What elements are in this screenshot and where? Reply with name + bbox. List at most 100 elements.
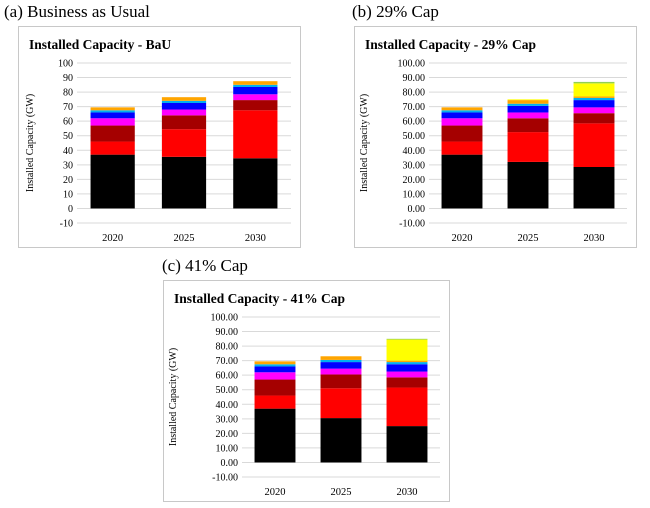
bar-segment <box>573 83 615 97</box>
bar-segment <box>441 125 483 142</box>
bar-segment <box>233 100 278 111</box>
y-tick-label: 60.00 <box>403 117 426 128</box>
bar-segment <box>320 388 362 419</box>
bar-segment <box>161 103 207 110</box>
bar-segment <box>441 141 483 155</box>
bar-segment <box>254 364 296 367</box>
x-tick-label: 2025 <box>331 487 352 498</box>
bar-segment <box>441 110 483 113</box>
bar-segment <box>254 395 296 409</box>
y-tick-label: 50.00 <box>216 385 239 396</box>
y-tick-label: 10.00 <box>403 189 426 200</box>
chart-bau-svg: Installed Capacity - BaU-100102030405060… <box>25 37 291 244</box>
x-tick-label: 2025 <box>518 233 539 244</box>
bar-segment <box>254 366 296 373</box>
bar-segment <box>573 81 615 84</box>
y-tick-label: 50.00 <box>403 131 426 142</box>
bar-segment <box>507 118 549 133</box>
bar-segment <box>573 100 615 108</box>
y-tick-label: 40.00 <box>403 146 426 157</box>
bar-segment <box>573 96 615 98</box>
y-tick-label: 20.00 <box>403 175 426 186</box>
x-tick-label: 2030 <box>245 233 266 244</box>
x-tick-label: 2020 <box>265 487 286 498</box>
chart-41-cap-svg: Installed Capacity - 41% Cap -10.00 0.00 10… <box>168 291 440 498</box>
chart-29-cap: Installed Capacity - 29% Cap -10.00 0.00 10… <box>354 26 637 248</box>
y-tick-label: 30.00 <box>403 160 426 171</box>
x-tick-label: 2025 <box>174 233 195 244</box>
bar-segment <box>254 372 296 380</box>
bar-segment <box>161 129 207 157</box>
bar-segment <box>386 339 428 361</box>
y-tick-label: 100 <box>58 59 73 70</box>
bar-segment <box>386 362 428 365</box>
chart-bau: Installed Capacity - BaU -10 0 10 20 30 40 50 60… <box>18 26 301 248</box>
bar-segment <box>386 371 428 378</box>
y-axis-label: Installed Capacity (GW) <box>25 94 36 192</box>
bar-segment <box>441 107 483 111</box>
x-tick-label: 2020 <box>102 233 123 244</box>
y-tick-label: -10.00 <box>399 219 425 230</box>
bar-segment <box>254 379 296 396</box>
y-tick-label: 60.00 <box>216 371 239 382</box>
bar-segment <box>573 113 615 124</box>
y-tick-label: 10.00 <box>216 443 239 454</box>
y-tick-label: 80.00 <box>403 88 426 99</box>
bar-segment <box>233 81 278 85</box>
bar-segment <box>441 112 483 119</box>
bar-segment <box>573 97 615 101</box>
bar-segment <box>254 361 296 365</box>
bar-segment <box>386 360 428 363</box>
bar-segment <box>507 100 549 104</box>
y-tick-label: 90.00 <box>216 327 239 338</box>
bar-segment <box>254 408 296 463</box>
bar-segment <box>161 115 207 130</box>
bar-segment <box>507 132 549 162</box>
bar-segment <box>320 368 362 375</box>
chart-title: Installed Capacity - 29% Cap <box>365 37 536 52</box>
y-axis-label: Installed Capacity (GW) <box>168 348 179 446</box>
y-tick-label: 70.00 <box>216 356 239 367</box>
bar-segment <box>320 418 362 463</box>
bar-segment <box>320 359 362 363</box>
bar-segment <box>90 118 135 126</box>
bar-segment <box>573 107 615 114</box>
bar-segment <box>161 156 207 209</box>
y-tick-label: 30 <box>63 160 73 171</box>
bar-segment <box>507 105 549 113</box>
x-tick-label: 2020 <box>452 233 473 244</box>
bar-segment <box>320 356 362 360</box>
bar-segment <box>573 123 615 167</box>
bar-segment <box>90 112 135 119</box>
caption-41-cap: (c) 41% Cap <box>162 256 248 275</box>
bar-segment <box>90 154 135 209</box>
bar-segment <box>386 338 428 340</box>
bar-segment <box>233 87 278 95</box>
y-tick-label: 100.00 <box>398 59 426 70</box>
y-tick-label: 80.00 <box>216 342 239 353</box>
y-tick-label: 0.00 <box>408 204 426 215</box>
chart-title: Installed Capacity - 41% Cap <box>174 291 345 306</box>
bar-segment <box>386 377 428 388</box>
y-tick-label: 60 <box>63 117 73 128</box>
y-tick-label: 30.00 <box>216 414 239 425</box>
y-tick-label: 20.00 <box>216 429 239 440</box>
bar-segment <box>573 167 615 209</box>
bar-segment <box>233 84 278 87</box>
bar-segment <box>441 118 483 126</box>
chart-title: Installed Capacity - BaU <box>29 37 171 52</box>
caption-29-cap: (b) 29% Cap <box>352 2 439 21</box>
y-tick-label: 40.00 <box>216 400 239 411</box>
y-tick-label: 90 <box>63 73 73 84</box>
bar-segment <box>233 94 278 101</box>
x-tick-label: 2030 <box>584 233 605 244</box>
bar-segment <box>161 100 207 103</box>
y-tick-label: 0.00 <box>221 458 239 469</box>
caption-bau: (a) Business as Usual <box>4 2 150 21</box>
bar-segment <box>90 110 135 113</box>
bar-segment <box>386 387 428 427</box>
y-tick-label: 80 <box>63 88 73 99</box>
bar-segment <box>507 112 549 119</box>
y-tick-label: 90.00 <box>403 73 426 84</box>
bar-segment <box>386 426 428 463</box>
